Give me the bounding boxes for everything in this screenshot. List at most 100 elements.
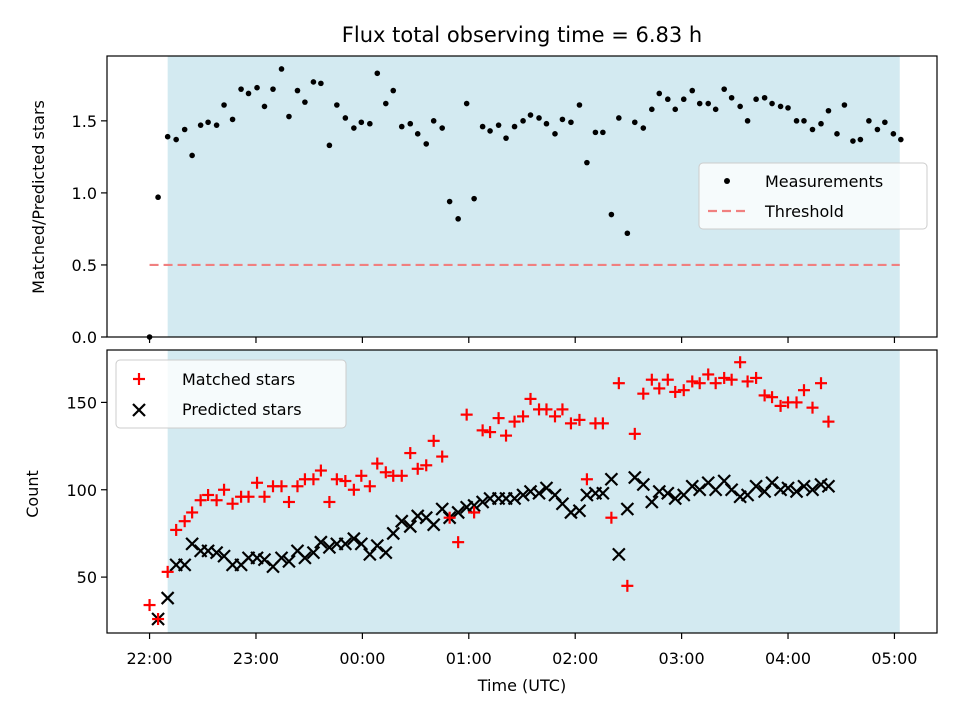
measurement-point xyxy=(318,80,324,87)
bottom-x-ticks: 22:00 23:00 00:00 01:00 02:00 03:00 04:00 05:00 xyxy=(127,633,917,668)
bottom-panel: 50 100 150 22:00 23:00 00:00 01:00 02:00 03:00 0… xyxy=(23,349,938,695)
matched-star-point xyxy=(161,565,174,578)
legend-marker-predicted xyxy=(132,403,146,417)
matched-star-point xyxy=(750,371,763,384)
measurement-point xyxy=(511,123,518,130)
predicted-star-point xyxy=(354,537,369,551)
measurement-point xyxy=(221,102,227,108)
predicted-star-point xyxy=(507,491,522,506)
measurement-point xyxy=(414,131,421,137)
measurement-point xyxy=(334,102,340,108)
measurement-point xyxy=(874,126,881,133)
measurement-point xyxy=(680,96,687,103)
matched-star-point xyxy=(661,373,674,386)
bottom-plot-frame xyxy=(106,349,938,634)
legend-marker-measurements xyxy=(724,178,730,184)
measurement-point xyxy=(559,116,566,123)
matched-star-point xyxy=(443,511,456,524)
measurement-point xyxy=(173,136,179,143)
predicted-star-point xyxy=(338,537,353,551)
predicted-star-point xyxy=(797,479,811,494)
matched-star-point xyxy=(251,476,264,489)
measurement-point xyxy=(278,66,285,72)
matched-star-point xyxy=(806,401,819,414)
measurement-point xyxy=(446,198,453,205)
predicted-star-point xyxy=(160,591,175,605)
measurement-point xyxy=(592,129,599,136)
matched-star-point xyxy=(452,536,465,549)
measurement-point xyxy=(495,122,502,128)
measurement-point xyxy=(189,152,195,159)
matched-star-point xyxy=(170,523,183,536)
measurement-point xyxy=(294,87,301,94)
measurement-point xyxy=(584,159,590,166)
matched-star-point xyxy=(580,473,593,486)
matched-star-point xyxy=(411,462,424,475)
predicted-star-point xyxy=(475,495,490,509)
matched-star-point xyxy=(790,396,803,409)
chart-title: Flux total observing time = 6.83 h xyxy=(342,23,702,47)
matched-star-point xyxy=(307,473,320,486)
matched-star-point xyxy=(702,368,715,381)
x-tick-label: 02:00 xyxy=(552,649,598,668)
measurement-point xyxy=(430,118,437,124)
matched-star-point xyxy=(355,469,368,482)
matched-star-point xyxy=(395,469,408,482)
measurement-point xyxy=(197,122,204,128)
matched-star-point xyxy=(404,447,417,460)
matched-star-point xyxy=(379,466,392,479)
matched-star-point xyxy=(242,490,255,503)
predicted-star-point xyxy=(789,484,804,499)
matched-stars-points xyxy=(143,356,835,626)
measurement-point xyxy=(181,126,188,133)
bottom-legend-box xyxy=(115,359,347,429)
matched-star-point xyxy=(476,424,489,437)
top-legend-box xyxy=(698,162,928,230)
measurement-point xyxy=(608,211,615,218)
x-tick-label: 00:00 xyxy=(339,649,385,668)
measurement-point xyxy=(737,103,743,110)
matched-star-point xyxy=(766,391,779,404)
predicted-star-point xyxy=(604,472,619,487)
measurement-point xyxy=(649,106,655,113)
legend-marker-matched xyxy=(133,373,145,385)
measurement-point xyxy=(568,119,574,126)
measurement-point xyxy=(689,87,696,94)
measurement-point xyxy=(664,96,671,103)
matched-star-point xyxy=(718,371,731,384)
measurement-point xyxy=(696,100,703,107)
measurement-point xyxy=(407,120,414,127)
predicted-stars-points xyxy=(151,470,836,626)
x-tick-label: 23:00 xyxy=(233,649,279,668)
predicted-star-point xyxy=(394,514,409,528)
measurement-point xyxy=(382,100,389,107)
measurement-point xyxy=(793,118,800,124)
measurement-point xyxy=(471,195,477,202)
matched-star-point xyxy=(677,384,690,397)
measurement-point xyxy=(801,118,807,124)
measurement-point xyxy=(834,131,840,137)
measurement-point xyxy=(536,115,542,121)
measurement-point xyxy=(882,119,888,126)
measurement-point xyxy=(744,118,751,124)
matched-star-point xyxy=(645,373,658,386)
matched-star-point xyxy=(202,488,215,501)
matched-star-point xyxy=(605,511,618,524)
matched-star-point xyxy=(628,427,641,440)
bottom-y-tick-label: 150 xyxy=(66,393,97,412)
matched-star-point xyxy=(178,515,191,528)
predicted-star-point xyxy=(314,535,328,549)
predicted-star-point xyxy=(668,491,683,506)
matched-star-point xyxy=(734,356,747,369)
measurement-point xyxy=(520,118,526,124)
x-tick-label: 04:00 xyxy=(765,649,811,668)
matched-star-point xyxy=(330,473,343,486)
predicted-star-point xyxy=(347,531,361,546)
predicted-star-point xyxy=(572,503,587,518)
x-tick-label: 05:00 xyxy=(871,649,917,668)
measurement-point xyxy=(423,141,430,147)
measurement-point xyxy=(310,79,317,85)
measurement-point xyxy=(261,103,268,110)
top-y-tick-label: 0.0 xyxy=(72,328,97,347)
matched-star-point xyxy=(427,434,440,447)
